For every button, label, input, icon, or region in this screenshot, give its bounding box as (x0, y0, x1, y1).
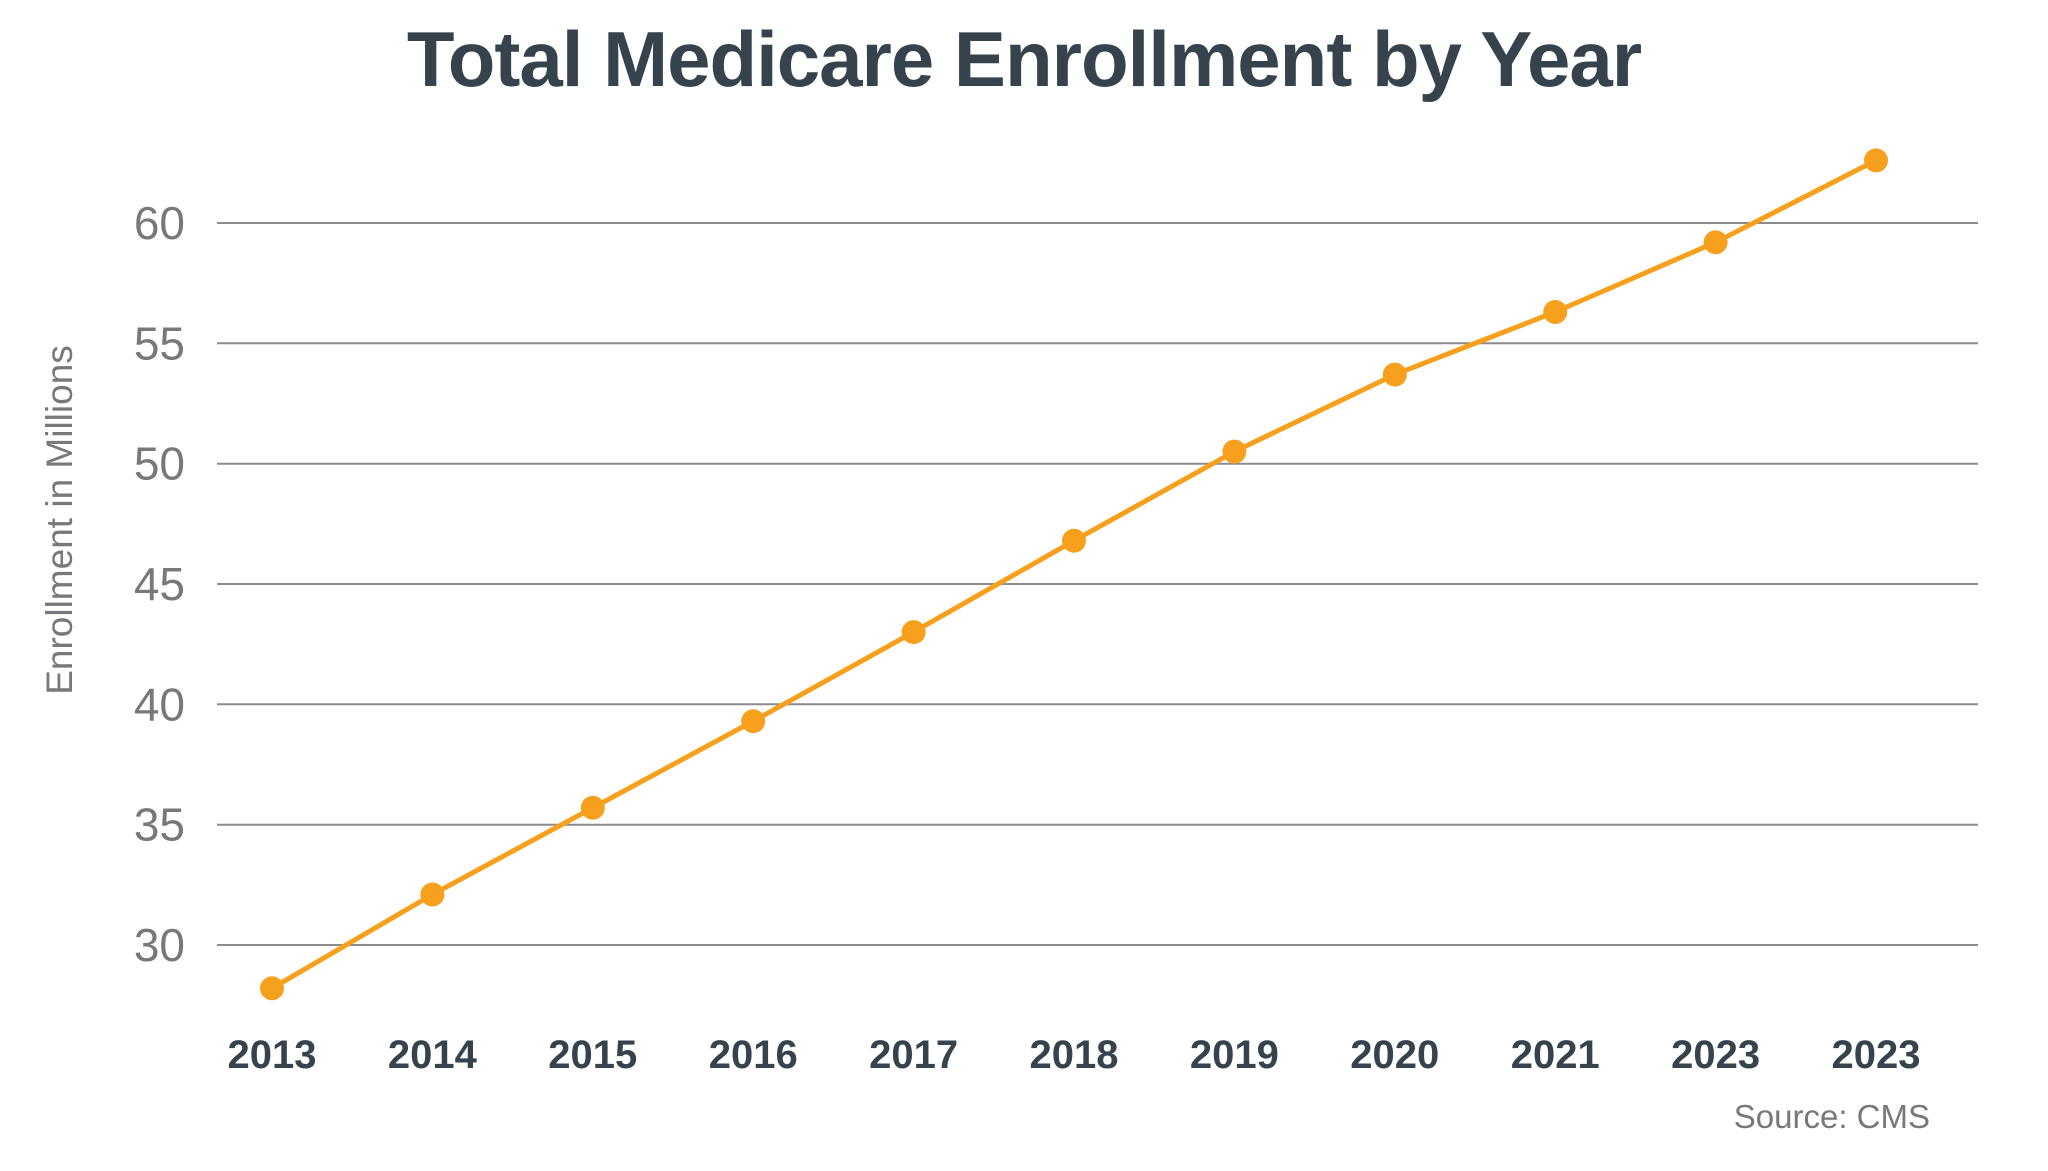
y-tick-label-50: 50 (134, 438, 185, 490)
data-point-2023-9 (1703, 230, 1728, 255)
data-point-2014-1 (420, 882, 445, 907)
data-point-2015-2 (580, 795, 605, 820)
y-tick-label-35: 35 (134, 799, 185, 851)
x-tick-label-5: 2018 (1030, 1033, 1119, 1077)
enrollment-line (270, 158, 1878, 991)
data-point-2016-3 (741, 709, 766, 734)
x-tick-label-3: 2016 (709, 1033, 798, 1077)
data-point-2017-4 (901, 620, 926, 645)
chart-title: Total Medicare Enrollment by Year (406, 15, 1642, 103)
y-tick-label-60: 60 (134, 197, 185, 249)
x-tick-label-6: 2019 (1190, 1033, 1279, 1077)
x-tick-label-4: 2017 (869, 1033, 958, 1077)
y-tick-label-40: 40 (134, 678, 185, 730)
data-point-2013-0 (260, 976, 284, 1001)
x-tick-label-2: 2015 (548, 1033, 637, 1077)
y-tick-label-30: 30 (134, 919, 185, 971)
x-tick-label-10: 2023 (1832, 1033, 1921, 1077)
x-tick-label-1: 2014 (388, 1033, 478, 1077)
x-tick-label-7: 2020 (1350, 1033, 1439, 1077)
data-point-2018-5 (1062, 528, 1086, 553)
y-tick-label-55: 55 (134, 317, 185, 369)
data-point-2023-10 (1864, 148, 1888, 173)
y-tick-label-45: 45 (134, 558, 185, 610)
x-tick-label-9: 2023 (1671, 1033, 1760, 1077)
x-tick-label-0: 2013 (228, 1033, 317, 1077)
data-point-2020-7 (1382, 362, 1407, 387)
data-point-2019-6 (1222, 439, 1247, 464)
data-point-2021-8 (1543, 300, 1568, 324)
source-caption: Source: CMS (1733, 1098, 1930, 1135)
x-tick-label-8: 2021 (1511, 1033, 1600, 1077)
